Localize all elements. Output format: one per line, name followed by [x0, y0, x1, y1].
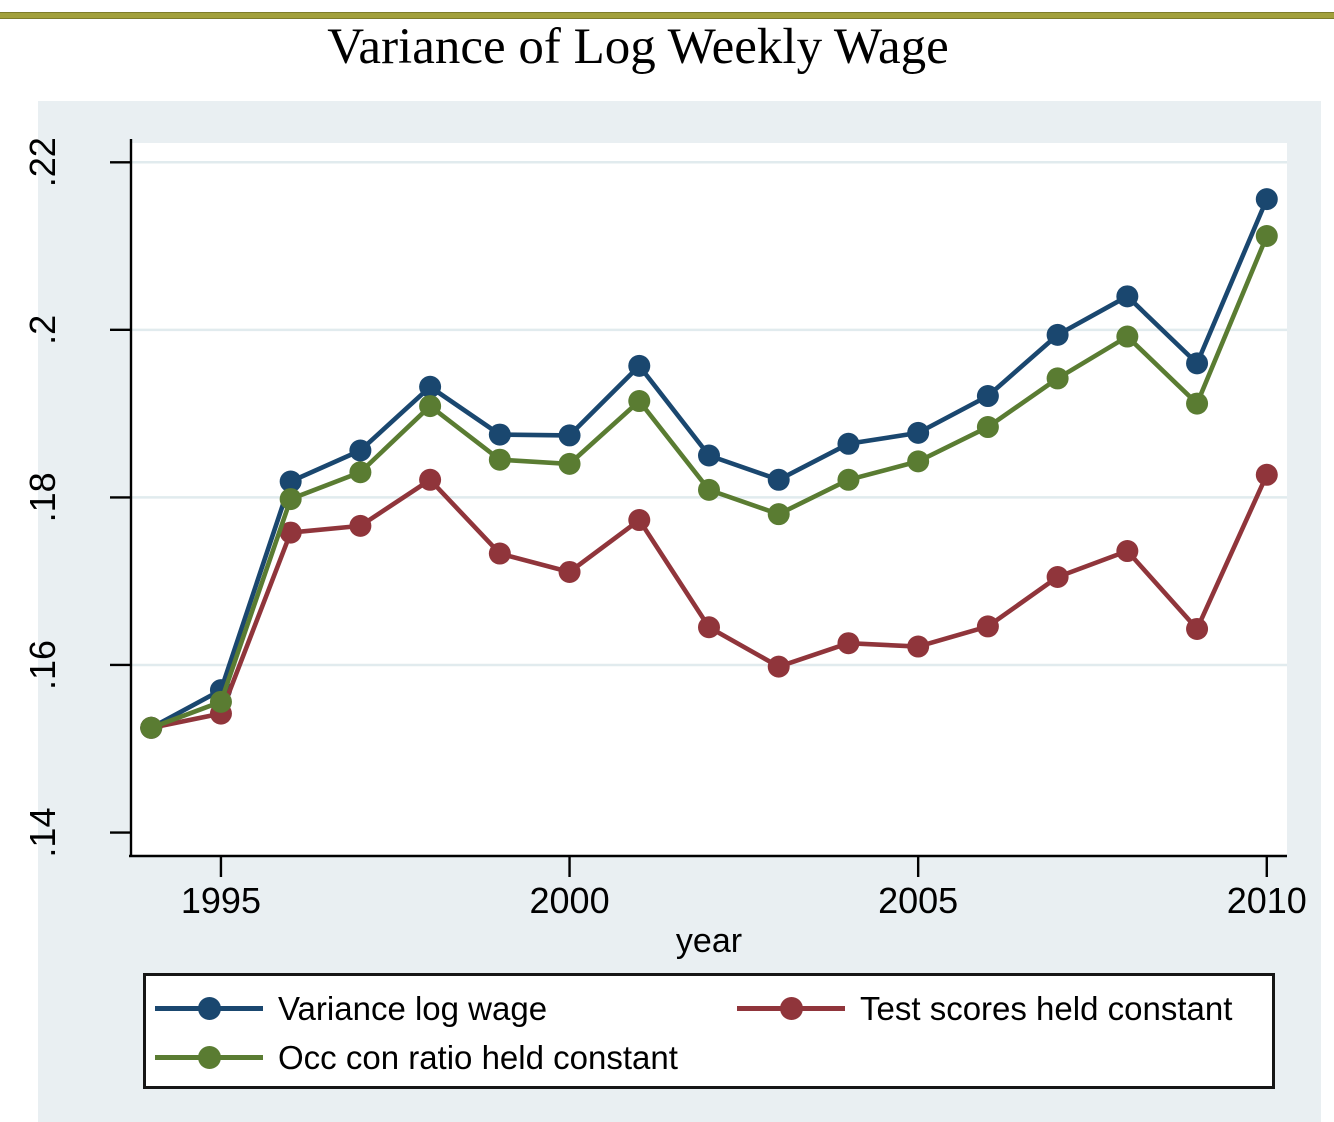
- data-point: [349, 461, 372, 484]
- y-tick-label: .14: [22, 808, 63, 858]
- data-point: [1186, 392, 1209, 415]
- data-point: [1046, 566, 1069, 588]
- data-point: [209, 690, 232, 713]
- data-point: [558, 560, 581, 583]
- data-point: [837, 632, 860, 655]
- x-tick-label: 1995: [181, 880, 261, 921]
- legend-dot-icon: [779, 996, 803, 1020]
- data-point: [976, 615, 999, 638]
- data-point: [698, 478, 720, 501]
- data-point: [1046, 367, 1069, 390]
- y-tick-label: .2: [22, 315, 63, 345]
- data-point: [349, 514, 372, 537]
- data-point: [349, 439, 372, 462]
- chart-title: Variance of Log Weekly Wage: [327, 19, 949, 75]
- data-point: [907, 635, 930, 658]
- data-point: [1046, 323, 1069, 346]
- legend-entry-test-scores: Test scores held constant: [737, 985, 1232, 1031]
- data-point: [767, 503, 790, 526]
- top-rule: [0, 12, 1334, 19]
- data-point: [279, 488, 302, 511]
- y-tick-label: .16: [22, 640, 63, 690]
- data-point: [1116, 540, 1139, 563]
- legend-dot-icon: [197, 996, 221, 1020]
- data-point: [628, 390, 651, 413]
- legend-entry-occ-con-ratio: Occ con ratio held constant: [155, 1034, 678, 1080]
- data-point: [837, 432, 860, 455]
- x-axis-title: year: [676, 922, 742, 960]
- series-test-scores-held-constant: [140, 463, 1278, 739]
- data-point: [976, 385, 999, 408]
- x-tick-label: 2010: [1227, 880, 1307, 921]
- data-point: [419, 395, 442, 418]
- x-tick-label: 2000: [530, 880, 610, 921]
- y-tick-label: .22: [22, 137, 63, 187]
- data-point: [976, 416, 999, 439]
- line-marker-sample-icon: [737, 993, 845, 1023]
- data-point: [1186, 352, 1209, 375]
- data-point: [419, 375, 442, 398]
- data-point: [1116, 285, 1139, 308]
- data-point: [698, 616, 720, 639]
- legend-label: Variance log wage: [278, 989, 548, 1027]
- data-point: [907, 421, 930, 444]
- line-marker-sample-icon: [155, 993, 263, 1023]
- legend-label: Occ con ratio held constant: [278, 1038, 678, 1076]
- legend-entry-variance-log-wage: Variance log wage: [155, 985, 547, 1031]
- data-point: [140, 716, 163, 739]
- data-point: [628, 509, 651, 532]
- data-point: [767, 468, 790, 491]
- y-tick-label: .18: [22, 472, 63, 522]
- data-point: [279, 521, 302, 544]
- legend: Variance log wage Occ con ratio held con…: [143, 973, 1275, 1089]
- data-point: [628, 354, 651, 377]
- data-point: [1186, 617, 1209, 640]
- data-point: [698, 444, 720, 467]
- legend-label: Test scores held constant: [860, 989, 1233, 1027]
- data-point: [279, 470, 302, 493]
- legend-dot-icon: [197, 1045, 221, 1069]
- data-point: [558, 424, 581, 447]
- data-point: [907, 450, 930, 473]
- data-point: [1255, 188, 1278, 211]
- data-point: [558, 452, 581, 475]
- data-point: [419, 468, 442, 491]
- line-marker-sample-icon: [155, 1042, 263, 1072]
- series-occ-con-ratio-held-constant: [140, 225, 1278, 739]
- data-point: [767, 655, 790, 678]
- x-tick-label: 2005: [878, 880, 958, 921]
- data-point: [488, 542, 511, 565]
- data-point: [488, 423, 511, 446]
- data-point: [488, 448, 511, 471]
- data-point: [1255, 225, 1278, 247]
- data-point: [1116, 325, 1139, 348]
- data-point: [837, 468, 860, 491]
- data-point: [1255, 463, 1278, 486]
